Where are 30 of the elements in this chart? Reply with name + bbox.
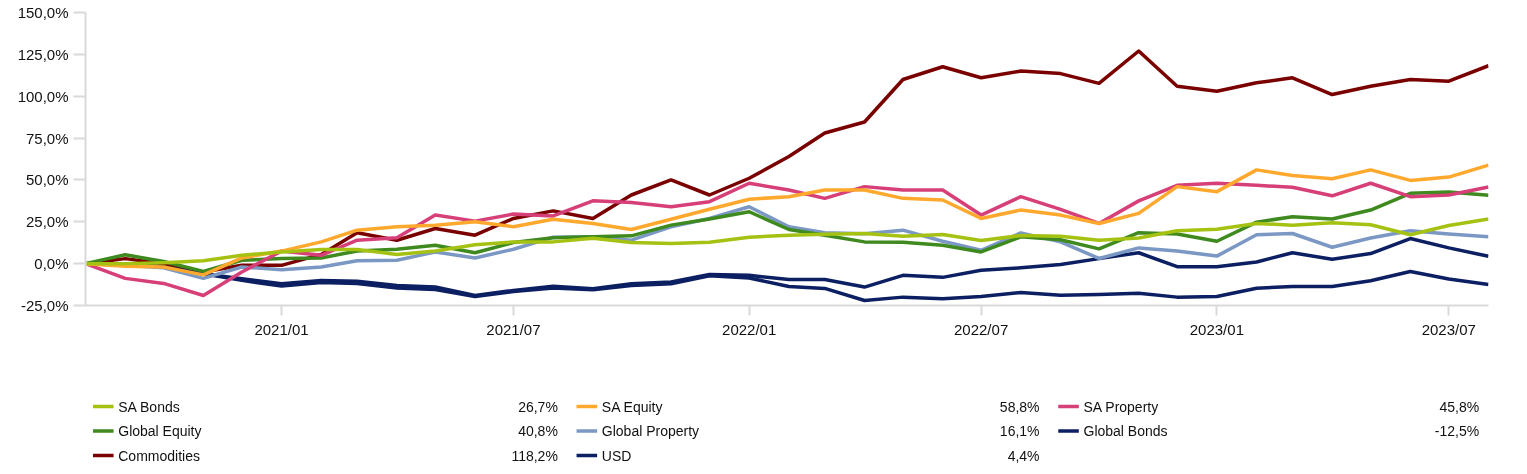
legend-label: SA Property: [1083, 398, 1159, 415]
text: 58,8%: [999, 398, 1040, 415]
legend-label: Commodities: [118, 447, 200, 464]
text: 26,7%: [518, 398, 558, 415]
y-tick-label: 100,0%: [17, 87, 69, 105]
y-tick-label: 75,0%: [25, 129, 69, 147]
x-tick-label: 2021/07: [486, 320, 541, 338]
y-tick-label: 125,0%: [17, 45, 69, 63]
y-tick-label: -25,0%: [20, 297, 69, 314]
x-tick-label: 2021/01: [254, 320, 309, 338]
text: 45,8%: [1439, 398, 1480, 415]
text: 40,8%: [518, 423, 558, 439]
y-tick-label: 25,0%: [25, 213, 69, 231]
x-tick-label: 2022/07: [954, 320, 1009, 338]
legend-label: Global Property: [601, 423, 700, 439]
legend-label: Global Equity: [118, 423, 202, 439]
legend-label: Global Bonds: [1083, 423, 1168, 439]
legend-label: SA Equity: [601, 398, 663, 415]
y-tick-label: 0,0%: [34, 255, 69, 273]
x-tick-label: 2022/01: [722, 320, 777, 338]
y-tick-label: 150,0%: [17, 4, 69, 21]
legend-label: USD: [601, 447, 632, 464]
text: 118,2%: [511, 447, 558, 464]
x-tick-label: 2023/01: [1189, 320, 1244, 338]
x-tick-label: 2023/07: [1421, 320, 1476, 338]
text: 16,1%: [999, 423, 1040, 439]
legend-label: SA Bonds: [118, 398, 180, 415]
text: -12,5%: [1434, 423, 1480, 439]
text: 4,4%: [1007, 447, 1040, 464]
y-tick-label: 50,0%: [25, 171, 69, 189]
